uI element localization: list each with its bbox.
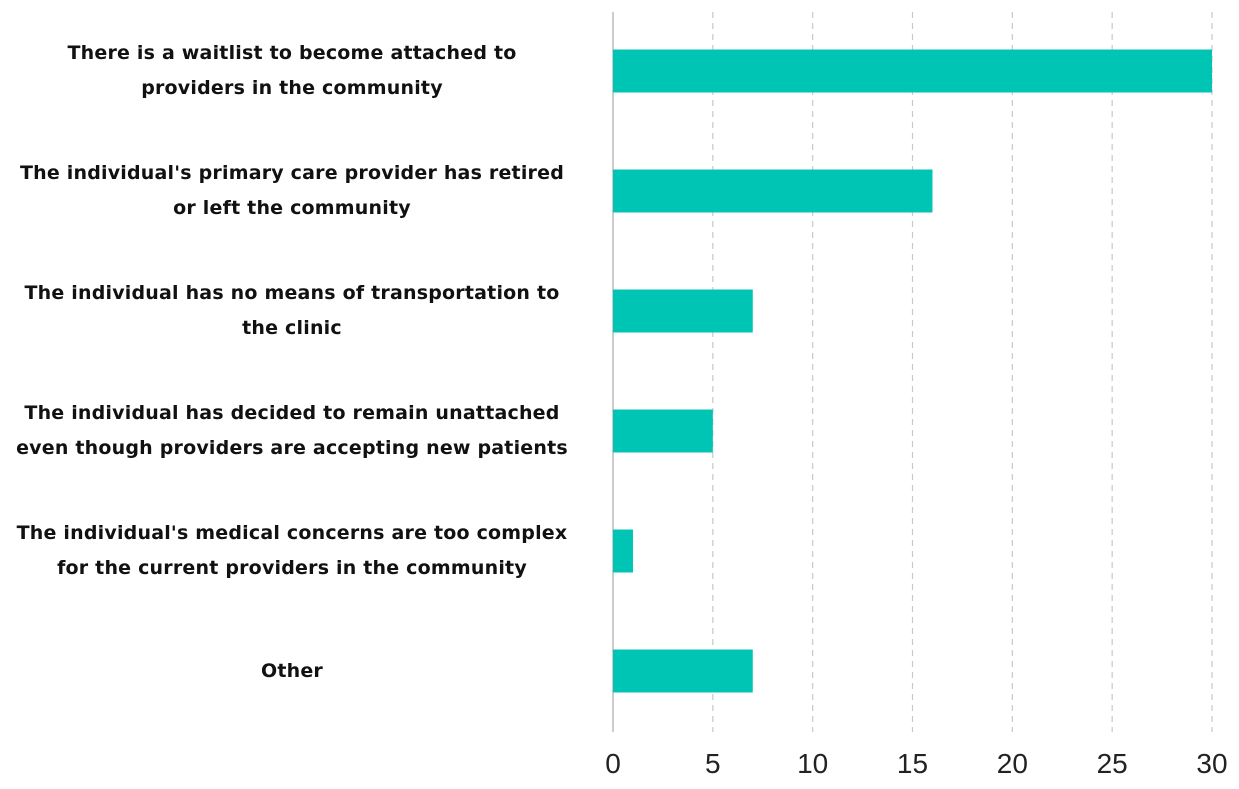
x-tick-label: 10 xyxy=(797,748,828,779)
category-label-line: The individual's medical concerns are to… xyxy=(16,522,568,544)
category-label-line: providers in the community xyxy=(141,77,443,99)
category-label-line: even though providers are accepting new … xyxy=(16,437,568,459)
category-label-line: The individual's primary care provider h… xyxy=(19,162,565,184)
bar xyxy=(613,409,713,453)
x-tick-label: 5 xyxy=(705,748,721,779)
bar xyxy=(613,169,933,213)
bar xyxy=(613,289,753,333)
x-tick-label: 0 xyxy=(605,748,621,779)
bar xyxy=(613,49,1212,93)
x-tick-label: 20 xyxy=(997,748,1028,779)
category-label-line: for the current providers in the communi… xyxy=(57,557,527,579)
category-label: The individual has decided to remain una… xyxy=(0,396,592,466)
category-label: There is a waitlist to become attached t… xyxy=(0,36,592,106)
bar xyxy=(613,649,753,693)
category-label: The individual has no means of transport… xyxy=(0,276,592,346)
category-label: Other xyxy=(0,654,592,689)
x-tick-label: 15 xyxy=(897,748,928,779)
category-label-line: The individual has no means of transport… xyxy=(24,282,560,304)
x-tick-label: 30 xyxy=(1196,748,1227,779)
x-tick-label: 25 xyxy=(1097,748,1128,779)
category-label: The individual's medical concerns are to… xyxy=(0,516,592,586)
category-label-line: Other xyxy=(260,659,324,682)
category-label-line: The individual has decided to remain una… xyxy=(24,402,560,424)
category-label: The individual's primary care provider h… xyxy=(0,156,592,226)
category-label-line: There is a waitlist to become attached t… xyxy=(67,42,517,64)
bar xyxy=(613,529,633,573)
category-label-line: the clinic xyxy=(242,317,342,339)
category-label-line: or left the community xyxy=(173,197,411,219)
